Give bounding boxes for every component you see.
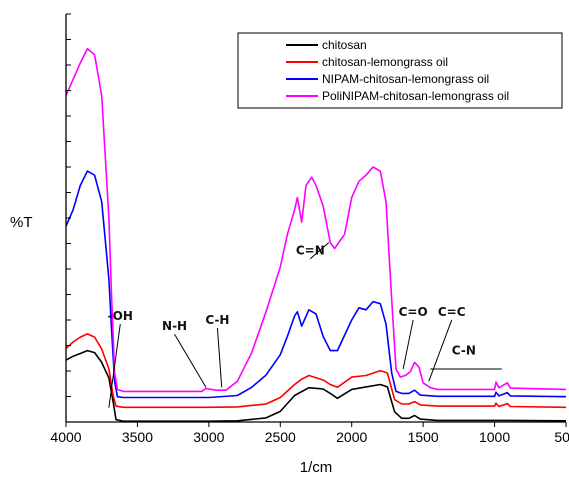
x-tick-label: 4000 (50, 429, 81, 445)
annotation-pointer-2 (174, 333, 207, 388)
x-tick-label: 3500 (122, 429, 153, 445)
plot-area (66, 47, 567, 422)
annotation-pointer-4 (309, 242, 330, 260)
series-line-3 (66, 170, 567, 399)
annotation-label-5: C=O (399, 305, 428, 319)
annotation-label-4: C=N (296, 244, 325, 258)
y-axis-title: %T (10, 214, 33, 231)
x-tick-label: 500 (554, 429, 569, 445)
series-line-1 (66, 349, 567, 422)
x-tick-label: 3000 (193, 429, 224, 445)
legend-label-2: chitosan-lemongrass oil (322, 55, 448, 69)
peak-annotations: -OH N-H C-H C=N C=O C=C C-N (108, 242, 502, 408)
annotation-pointer-5 (402, 319, 414, 370)
x-tick-label: 2000 (336, 429, 367, 445)
legend-label-1: chitosan (322, 38, 367, 52)
axes: 4000 3500 3000 2500 2000 1500 1000 500 (50, 13, 569, 445)
series-line-2 (66, 333, 567, 409)
series-line-4 (66, 47, 567, 393)
annotation-label-3: C-H (205, 313, 229, 327)
annotation-pointer-1 (108, 323, 121, 408)
annotation-pointer-3 (216, 328, 223, 388)
legend-label-3: NIPAM-chitosan-lemongrass oil (322, 72, 489, 86)
annotation-label-1: -OH (108, 309, 133, 323)
x-tick-label: 2500 (265, 429, 296, 445)
x-tick-label: 1500 (408, 429, 439, 445)
annotation-label-6: C=C (438, 305, 466, 319)
annotation-pointer-6 (428, 319, 453, 382)
legend: chitosan chitosan-lemongrass oil NIPAM-chi… (237, 32, 563, 109)
x-axis-title: 1/cm (300, 459, 333, 476)
legend-label-4: PoliNIPAM-chitosan-lemongrass oil (322, 89, 509, 103)
annotation-label-7: C-N (452, 344, 476, 358)
x-tick-label: 1000 (479, 429, 510, 445)
annotation-label-2: N-H (162, 319, 187, 333)
